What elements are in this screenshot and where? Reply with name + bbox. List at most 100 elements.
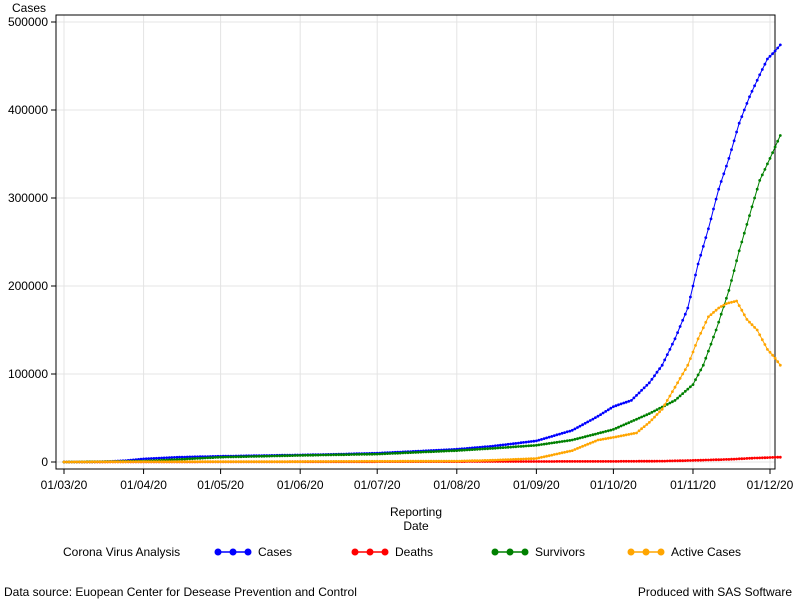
data-point bbox=[529, 440, 533, 443]
data-point bbox=[635, 417, 638, 421]
data-point bbox=[673, 337, 677, 341]
data-point bbox=[712, 335, 715, 339]
data-point bbox=[468, 448, 471, 452]
data-point bbox=[201, 456, 205, 460]
data-point bbox=[524, 460, 528, 463]
data-point bbox=[655, 459, 659, 463]
data-point bbox=[691, 350, 695, 354]
data-point bbox=[368, 459, 371, 463]
y-tick-label: 300000 bbox=[8, 191, 48, 205]
data-point bbox=[275, 460, 279, 463]
data-point bbox=[524, 444, 528, 448]
data-point bbox=[694, 273, 697, 277]
legend-marker bbox=[381, 548, 389, 556]
data-point bbox=[748, 214, 751, 218]
data-point bbox=[232, 460, 235, 463]
data-point bbox=[678, 394, 682, 398]
produced-with-note: Produced with SAS Software bbox=[637, 585, 792, 599]
data-point bbox=[696, 262, 700, 266]
data-point bbox=[337, 453, 341, 457]
data-point bbox=[766, 57, 769, 61]
data-point bbox=[232, 455, 235, 459]
data-point bbox=[583, 435, 587, 439]
data-point bbox=[776, 46, 780, 50]
data-point bbox=[465, 448, 469, 452]
data-point bbox=[242, 460, 246, 463]
data-point bbox=[499, 458, 502, 462]
data-point bbox=[627, 421, 631, 425]
data-point bbox=[352, 453, 356, 456]
data-point bbox=[370, 459, 374, 463]
data-point bbox=[735, 457, 738, 461]
data-point bbox=[735, 259, 738, 263]
data-point bbox=[773, 145, 777, 149]
data-point bbox=[463, 459, 466, 463]
data-point bbox=[178, 458, 181, 461]
data-point bbox=[144, 457, 148, 461]
data-point bbox=[542, 460, 546, 463]
data-point bbox=[630, 459, 633, 463]
data-point bbox=[650, 459, 654, 463]
data-point bbox=[350, 453, 353, 456]
data-point bbox=[327, 453, 330, 457]
data-point bbox=[113, 460, 117, 464]
data-point bbox=[768, 54, 772, 58]
data-point bbox=[768, 157, 772, 160]
data-point bbox=[124, 460, 127, 464]
data-point bbox=[622, 459, 626, 463]
data-point bbox=[771, 456, 774, 459]
data-point bbox=[75, 460, 79, 464]
data-point bbox=[524, 440, 528, 444]
data-point bbox=[665, 353, 669, 356]
data-point bbox=[283, 460, 287, 463]
data-point bbox=[286, 454, 289, 458]
data-point bbox=[234, 460, 238, 463]
data-point bbox=[653, 374, 656, 378]
data-point bbox=[750, 323, 754, 327]
data-point bbox=[701, 245, 705, 248]
data-point bbox=[563, 460, 566, 463]
data-point bbox=[491, 458, 495, 462]
data-point bbox=[173, 458, 176, 461]
data-point bbox=[247, 460, 251, 463]
data-point bbox=[206, 456, 210, 460]
data-point bbox=[704, 458, 708, 462]
data-point bbox=[737, 121, 741, 125]
data-point bbox=[604, 410, 608, 413]
y-tick-label: 100000 bbox=[8, 367, 48, 381]
data-point bbox=[493, 446, 497, 450]
data-point bbox=[740, 240, 744, 244]
data-point bbox=[301, 460, 305, 463]
data-point bbox=[383, 459, 387, 463]
data-point bbox=[704, 320, 708, 324]
data-point bbox=[134, 460, 138, 463]
data-point bbox=[586, 460, 590, 463]
data-point bbox=[329, 453, 333, 457]
data-point bbox=[576, 426, 579, 429]
data-point bbox=[396, 459, 400, 463]
data-point bbox=[144, 460, 148, 463]
data-point bbox=[339, 453, 343, 457]
data-point bbox=[550, 441, 554, 445]
data-point bbox=[496, 444, 500, 447]
data-point bbox=[745, 223, 749, 226]
data-point bbox=[717, 320, 721, 324]
data-point bbox=[486, 445, 489, 448]
data-point bbox=[709, 217, 713, 221]
data-point bbox=[640, 459, 643, 463]
x-tick-label: 01/12/20 bbox=[747, 478, 794, 492]
data-point bbox=[529, 444, 533, 447]
data-point bbox=[255, 455, 258, 458]
data-point bbox=[509, 442, 513, 446]
data-point bbox=[665, 399, 669, 402]
data-point bbox=[262, 454, 266, 458]
data-point bbox=[594, 416, 597, 419]
data-point bbox=[465, 459, 469, 463]
data-point bbox=[719, 312, 723, 316]
data-point bbox=[386, 452, 389, 455]
data-point bbox=[432, 459, 436, 463]
data-point bbox=[244, 460, 248, 463]
data-point bbox=[532, 439, 536, 443]
data-point bbox=[555, 440, 559, 444]
data-point bbox=[542, 455, 546, 459]
